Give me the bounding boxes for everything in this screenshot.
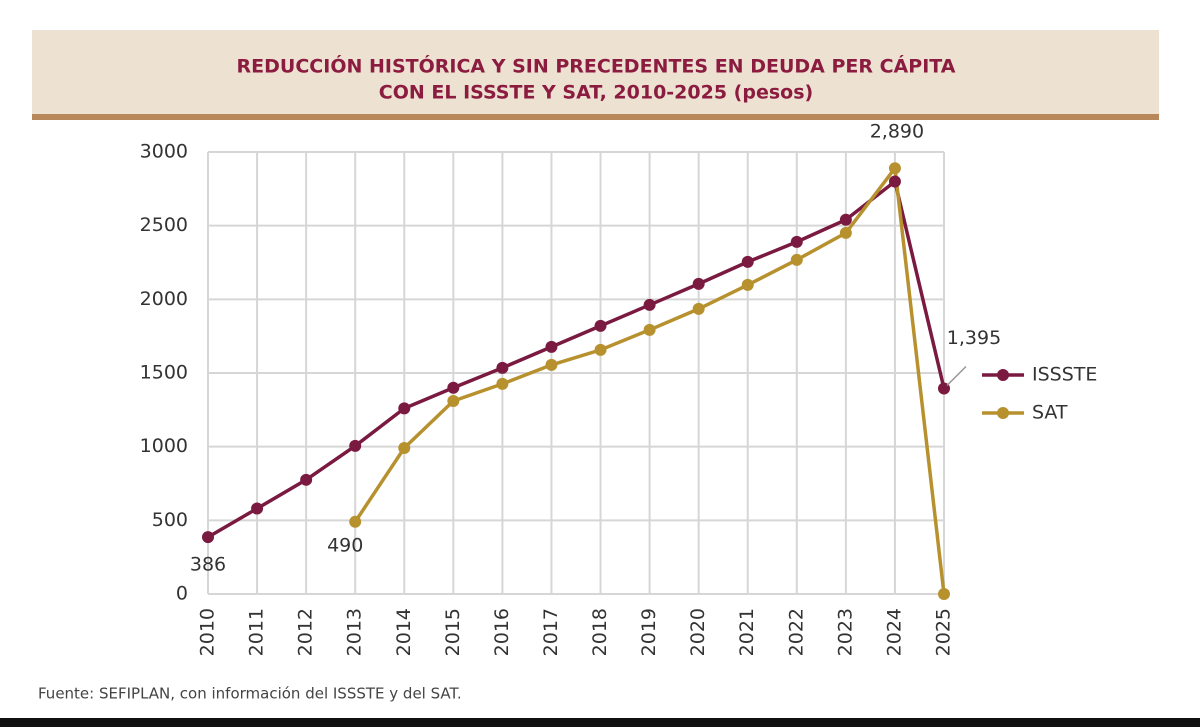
series-line (207, 178, 946, 539)
source-note: Fuente: SEFIPLAN, con información del IS… (38, 685, 462, 703)
y-tick-label: 0 (176, 583, 188, 605)
y-tick-label: 3000 (140, 141, 188, 163)
x-tick-label: 2015 (442, 608, 464, 656)
data-point (790, 253, 803, 266)
data-point (398, 402, 411, 415)
y-tick-label: 1000 (140, 435, 188, 457)
data-point (741, 278, 754, 291)
y-tick-label: 2500 (140, 214, 188, 236)
data-point (398, 441, 411, 454)
data-point (692, 302, 705, 315)
chart-title: REDUCCIÓN HISTÓRICA Y SIN PRECEDENTES EN… (237, 54, 956, 78)
data-point (202, 531, 214, 544)
data-label: 386 (190, 554, 226, 576)
data-point (496, 361, 509, 374)
data-point (839, 226, 852, 239)
x-tick-label: 2025 (933, 608, 955, 656)
legend-label: SAT (1032, 402, 1068, 424)
data-point (545, 340, 558, 353)
y-tick-label: 500 (152, 509, 188, 531)
x-tick-label: 2020 (687, 608, 709, 656)
legend-swatch (997, 407, 1009, 419)
data-point (643, 298, 656, 311)
x-tick-label: 2010 (197, 608, 219, 656)
data-point (594, 343, 607, 356)
x-tick-label: 2022 (785, 608, 807, 656)
legend-swatch (997, 369, 1009, 381)
x-tick-label: 2016 (491, 608, 513, 656)
data-point (349, 439, 362, 452)
title-band (32, 30, 1159, 116)
x-tick-label: 2021 (736, 608, 758, 656)
chart-title: CON EL ISSSTE Y SAT, 2010-2025 (pesos) (379, 82, 813, 104)
legend-label: ISSSTE (1032, 364, 1097, 386)
data-point (349, 515, 362, 528)
data-point (594, 319, 607, 332)
x-tick-label: 2023 (834, 608, 856, 656)
data-label: 490 (327, 534, 363, 556)
bottom-bar (0, 718, 1200, 727)
data-point (643, 323, 656, 336)
data-point (545, 358, 558, 371)
x-tick-label: 2011 (246, 608, 268, 656)
label-leader (946, 365, 967, 387)
data-point (888, 162, 901, 175)
data-point (447, 381, 460, 394)
data-point (692, 277, 705, 290)
data-point (300, 473, 313, 486)
data-point (839, 213, 852, 226)
data-label: 1,395 (947, 327, 1001, 349)
y-tick-label: 2000 (140, 288, 188, 310)
x-tick-label: 2024 (883, 608, 905, 656)
data-point (741, 255, 754, 268)
y-tick-label: 1500 (140, 362, 188, 384)
data-point (447, 394, 460, 407)
data-point (251, 502, 264, 515)
data-label: 2,890 (870, 121, 924, 143)
data-point (496, 377, 509, 390)
x-tick-label: 2017 (540, 608, 562, 656)
x-tick-label: 2014 (393, 608, 415, 656)
x-tick-label: 2012 (295, 608, 317, 656)
x-tick-label: 2013 (344, 608, 366, 656)
x-tick-label: 2019 (638, 608, 660, 656)
data-point (888, 175, 901, 188)
data-point (790, 235, 803, 248)
title-rule (32, 114, 1159, 120)
data-point (938, 588, 950, 600)
x-tick-label: 2018 (589, 608, 611, 656)
